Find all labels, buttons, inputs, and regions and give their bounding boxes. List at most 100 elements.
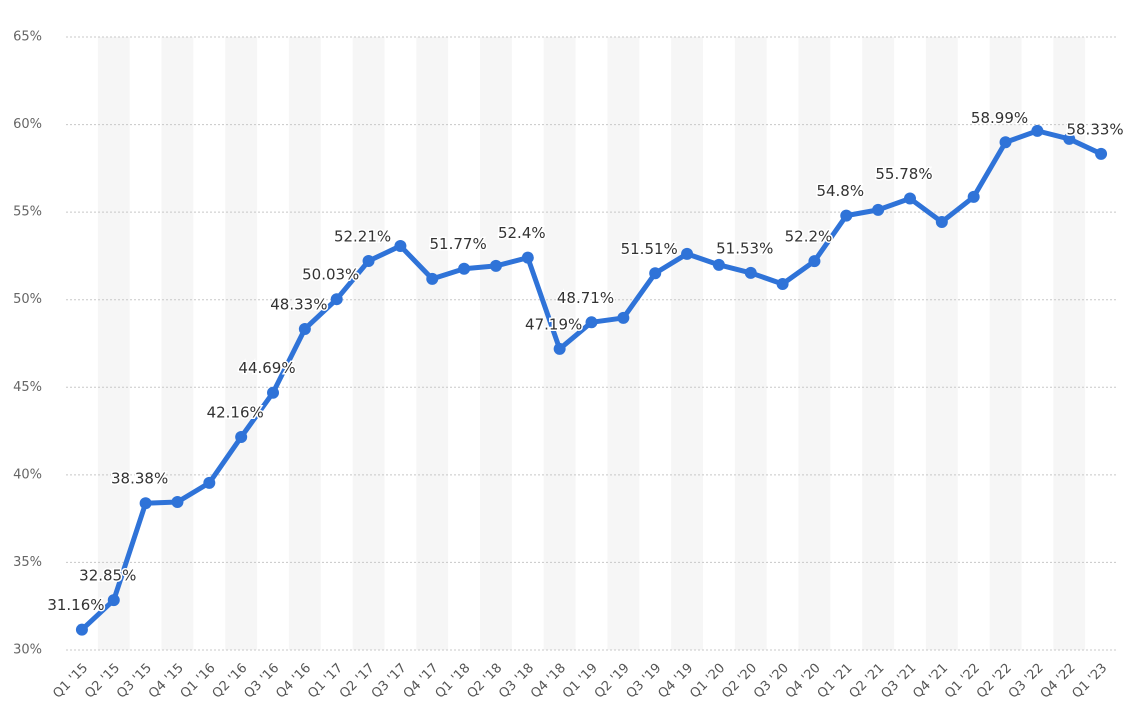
- x-tick-label: Q1 '18: [433, 661, 474, 702]
- data-point: [362, 255, 375, 268]
- x-tick-label: Q3 '17: [369, 661, 410, 702]
- data-label: 55.78%: [875, 165, 932, 183]
- x-tick-label: Q2 '16: [210, 661, 251, 702]
- data-point: [203, 476, 216, 489]
- data-label: 51.53%: [716, 239, 773, 257]
- data-point: [458, 262, 471, 275]
- x-tick-label: Q2 '17: [337, 661, 378, 702]
- data-point: [139, 497, 152, 510]
- data-point: [808, 255, 821, 268]
- data-label: 38.38%: [111, 470, 168, 488]
- data-label: 58.99%: [971, 109, 1028, 127]
- data-label: 48.33%: [270, 295, 327, 313]
- data-point: [553, 342, 566, 355]
- x-tick-label: Q3 '20: [751, 661, 792, 702]
- x-tick-label: Q3 '16: [241, 661, 282, 702]
- y-tick-label: 40%: [13, 467, 42, 482]
- x-tick-label: Q2 '20: [719, 661, 760, 702]
- y-tick-label: 65%: [13, 30, 42, 45]
- data-label: 47.19%: [525, 315, 582, 333]
- data-point: [840, 209, 853, 222]
- x-tick-label: Q2 '19: [592, 661, 633, 702]
- data-point: [872, 203, 885, 216]
- data-point: [235, 431, 248, 444]
- data-label: 54.8%: [816, 182, 864, 200]
- data-point: [617, 311, 630, 324]
- data-label: 51.77%: [430, 235, 487, 253]
- data-label: 31.16%: [47, 596, 104, 614]
- x-tick-label: Q1 '16: [178, 661, 219, 702]
- data-point: [649, 267, 662, 280]
- x-tick-label: Q1 '15: [50, 661, 91, 702]
- data-label: 42.16%: [207, 404, 264, 422]
- y-tick-label: 35%: [13, 555, 42, 570]
- data-point: [585, 316, 598, 329]
- data-point: [426, 272, 439, 285]
- y-tick-label: 55%: [13, 205, 42, 220]
- data-point: [1063, 132, 1076, 145]
- data-label: 58.33%: [1066, 120, 1123, 138]
- band-stripe: [734, 37, 767, 650]
- band-stripe: [352, 37, 385, 650]
- y-tick-label: 30%: [13, 643, 42, 658]
- x-tick-label: Q2 '18: [464, 661, 505, 702]
- band-stripe: [862, 37, 895, 650]
- x-tick-label: Q3 '15: [114, 661, 155, 702]
- x-tick-label: Q1 '19: [560, 661, 601, 702]
- band-stripe: [480, 37, 512, 650]
- data-point: [776, 277, 789, 290]
- x-tick-label: Q2 '22: [974, 661, 1015, 702]
- x-tick-label: Q4 '15: [146, 661, 187, 702]
- data-label: 52.4%: [498, 224, 546, 242]
- band-stripe: [97, 37, 130, 650]
- x-tick-label: Q1 '23: [1070, 661, 1111, 702]
- data-point: [394, 239, 407, 252]
- x-tick-label: Q4 '21: [910, 661, 951, 702]
- data-point: [681, 247, 694, 260]
- data-point: [712, 258, 725, 271]
- x-tick-label: Q3 '18: [496, 661, 537, 702]
- x-tick-label: Q3 '22: [1006, 661, 1047, 702]
- band-stripe: [989, 37, 1022, 650]
- x-tick-label: Q4 '18: [528, 661, 569, 702]
- data-point: [999, 136, 1012, 149]
- x-tick-label: Q1 '20: [687, 661, 728, 702]
- x-tick-label: Q1 '21: [815, 661, 856, 702]
- band-stripe: [798, 37, 831, 650]
- x-tick-label: Q4 '17: [401, 661, 442, 702]
- data-point: [298, 322, 311, 335]
- data-point: [967, 190, 980, 203]
- x-tick-label: Q1 '22: [942, 661, 983, 702]
- band-stripe: [416, 37, 449, 650]
- y-tick-label: 50%: [13, 292, 42, 307]
- x-tick-label: Q2 '15: [82, 661, 123, 702]
- data-label: 52.21%: [334, 228, 391, 246]
- band-stripe: [161, 37, 194, 650]
- data-point: [744, 266, 757, 279]
- x-tick-label: Q4 '19: [656, 661, 697, 702]
- data-point: [107, 594, 120, 607]
- y-tick-label: 45%: [13, 380, 42, 395]
- x-tick-label: Q4 '22: [1038, 661, 1079, 702]
- data-point: [935, 215, 948, 228]
- data-point: [75, 623, 88, 636]
- data-point: [330, 293, 343, 306]
- data-point: [521, 251, 534, 264]
- data-label: 32.85%: [79, 567, 136, 585]
- data-label: 44.69%: [238, 359, 295, 377]
- band-stripe: [671, 37, 703, 650]
- data-point: [171, 496, 184, 509]
- x-tick-label: Q3 '21: [878, 661, 919, 702]
- data-point: [489, 259, 502, 272]
- data-point: [1031, 124, 1044, 137]
- band-stripe: [288, 37, 321, 650]
- data-label: 48.71%: [557, 289, 614, 307]
- y-tick-label: 60%: [13, 117, 42, 132]
- x-tick-label: Q4 '20: [783, 661, 824, 702]
- x-tick-label: Q3 '19: [624, 661, 665, 702]
- x-tick-label: Q4 '16: [273, 661, 314, 702]
- data-label: 51.51%: [621, 240, 678, 258]
- data-label: 50.03%: [302, 266, 359, 284]
- x-tick-label: Q2 '21: [847, 661, 888, 702]
